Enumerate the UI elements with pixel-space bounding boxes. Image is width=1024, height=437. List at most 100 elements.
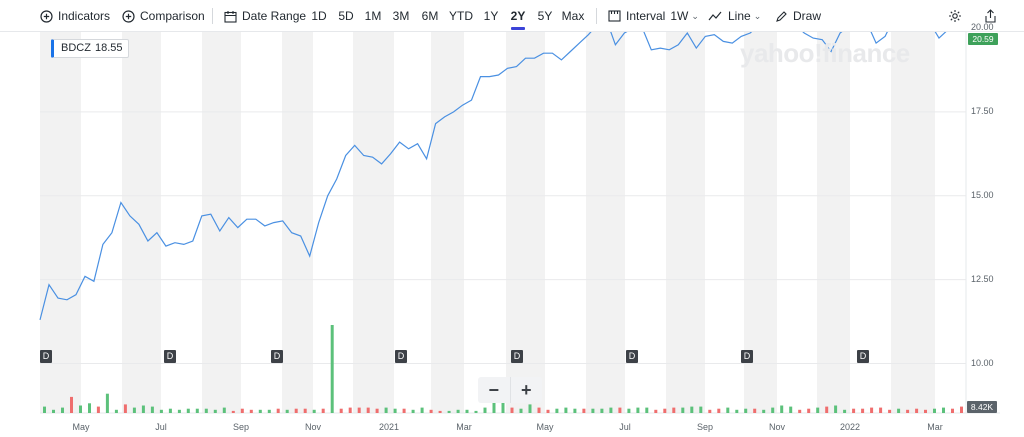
draw-button[interactable]: Draw <box>775 0 821 32</box>
x-tick-label: Sep <box>232 422 250 432</box>
volume-bar <box>906 409 910 413</box>
zoom-in-button[interactable]: + <box>509 377 543 403</box>
volume-bar <box>663 408 667 413</box>
x-tick-label: Nov <box>768 422 786 432</box>
range-button-3m[interactable]: 3M <box>392 9 410 23</box>
zoom-out-button[interactable]: − <box>488 380 499 400</box>
volume-bar <box>393 408 397 413</box>
volume-bar <box>186 408 190 413</box>
dividend-marker[interactable]: D <box>511 350 523 363</box>
volume-bar <box>474 410 478 413</box>
dividend-marker[interactable]: D <box>857 350 869 363</box>
y-tick-label: 20.00 <box>971 22 994 32</box>
volume-bar <box>276 408 280 413</box>
range-button-5y[interactable]: 5Y <box>537 9 553 23</box>
volume-bar <box>339 408 343 413</box>
volume-bar <box>348 407 352 413</box>
indicators-label: Indicators <box>58 9 111 23</box>
dividend-marker[interactable]: D <box>271 350 283 363</box>
volume-bar <box>213 409 217 413</box>
date-range-button[interactable]: Date Range <box>224 0 306 32</box>
last-price-label: 20.59 <box>968 33 998 45</box>
volume-bar <box>105 393 109 413</box>
chart-type-label: Line <box>728 9 751 23</box>
volume-bar <box>618 407 622 413</box>
volume-bar <box>870 407 874 413</box>
volume-bar <box>456 409 460 413</box>
volume-bar <box>861 408 865 413</box>
x-tick-label: Jul <box>619 422 631 432</box>
chart-type-button[interactable]: Line ⌄ <box>708 0 761 32</box>
range-button-1y[interactable]: 1Y <box>483 9 499 23</box>
volume-bar <box>303 408 307 413</box>
volume-bar <box>924 409 927 413</box>
range-button-1m[interactable]: 1M <box>364 9 382 23</box>
volume-bar <box>267 409 271 413</box>
month-band <box>202 32 241 413</box>
volume-bar <box>528 404 532 413</box>
volume-bar <box>609 407 613 413</box>
interval-icon <box>608 10 621 22</box>
volume-bar <box>285 409 289 413</box>
range-button-5d[interactable]: 5D <box>338 9 354 23</box>
month-band <box>506 32 545 413</box>
range-button-1d[interactable]: 1D <box>311 9 327 23</box>
volume-bar <box>79 405 82 413</box>
volume-bar <box>573 408 577 413</box>
volume-bar <box>942 407 945 413</box>
dividend-marker[interactable]: D <box>395 350 407 363</box>
volume-bar <box>546 409 550 413</box>
volume-bar <box>600 408 604 413</box>
dividend-marker[interactable]: D <box>164 350 176 363</box>
price-chart[interactable] <box>0 32 1024 437</box>
zoom-controls: − + <box>478 377 542 403</box>
volume-bar <box>816 407 820 413</box>
volume-bar <box>879 407 883 413</box>
volume-bar <box>807 408 811 413</box>
range-button-ytd[interactable]: YTD <box>449 9 473 23</box>
volume-bar <box>780 405 784 413</box>
calendar-icon <box>224 10 237 23</box>
x-tick-label: 2022 <box>839 422 861 432</box>
volume-bar <box>735 409 739 413</box>
month-band <box>40 32 81 413</box>
volume-bar <box>249 409 253 413</box>
settings-button[interactable] <box>948 0 962 32</box>
volume-bar <box>744 408 748 413</box>
volume-bar <box>636 407 640 413</box>
dividend-marker[interactable]: D <box>741 350 753 363</box>
dividend-marker[interactable]: D <box>626 350 638 363</box>
range-button-2y[interactable]: 2Y <box>508 0 528 32</box>
volume-bar <box>222 407 226 413</box>
share-button[interactable] <box>984 0 997 32</box>
volume-bar <box>726 407 730 413</box>
volume-bar <box>789 406 793 413</box>
volume-bar <box>654 409 658 413</box>
volume-bar <box>690 406 694 413</box>
volume-bar <box>825 406 829 413</box>
comparison-button[interactable]: Comparison <box>122 0 205 32</box>
volume-bar <box>402 408 406 413</box>
volume-bar <box>465 409 469 413</box>
volume-bar <box>150 406 154 413</box>
volume-bar <box>627 408 631 413</box>
y-tick-label: 12.50 <box>971 273 994 284</box>
volume-bar <box>52 409 55 413</box>
range-button-6m[interactable]: 6M <box>421 9 439 23</box>
dividend-marker[interactable]: D <box>40 350 52 363</box>
volume-bar <box>411 409 415 413</box>
volume-bar <box>960 406 963 413</box>
range-button-max[interactable]: Max <box>561 9 585 23</box>
volume-bar <box>843 409 847 413</box>
volume-bar <box>897 408 901 413</box>
volume-bar <box>762 409 766 413</box>
interval-button[interactable]: Interval 1W ⌄ <box>608 0 699 32</box>
volume-bar <box>96 406 100 413</box>
symbol-badge[interactable]: BDCZ 18.55 <box>51 39 130 58</box>
volume-bar <box>231 410 235 413</box>
indicators-button[interactable]: Indicators <box>40 0 110 32</box>
volume-bar <box>312 409 316 413</box>
line-chart-icon <box>708 11 722 21</box>
volume-bar <box>204 408 208 413</box>
volume-bar <box>519 408 523 413</box>
